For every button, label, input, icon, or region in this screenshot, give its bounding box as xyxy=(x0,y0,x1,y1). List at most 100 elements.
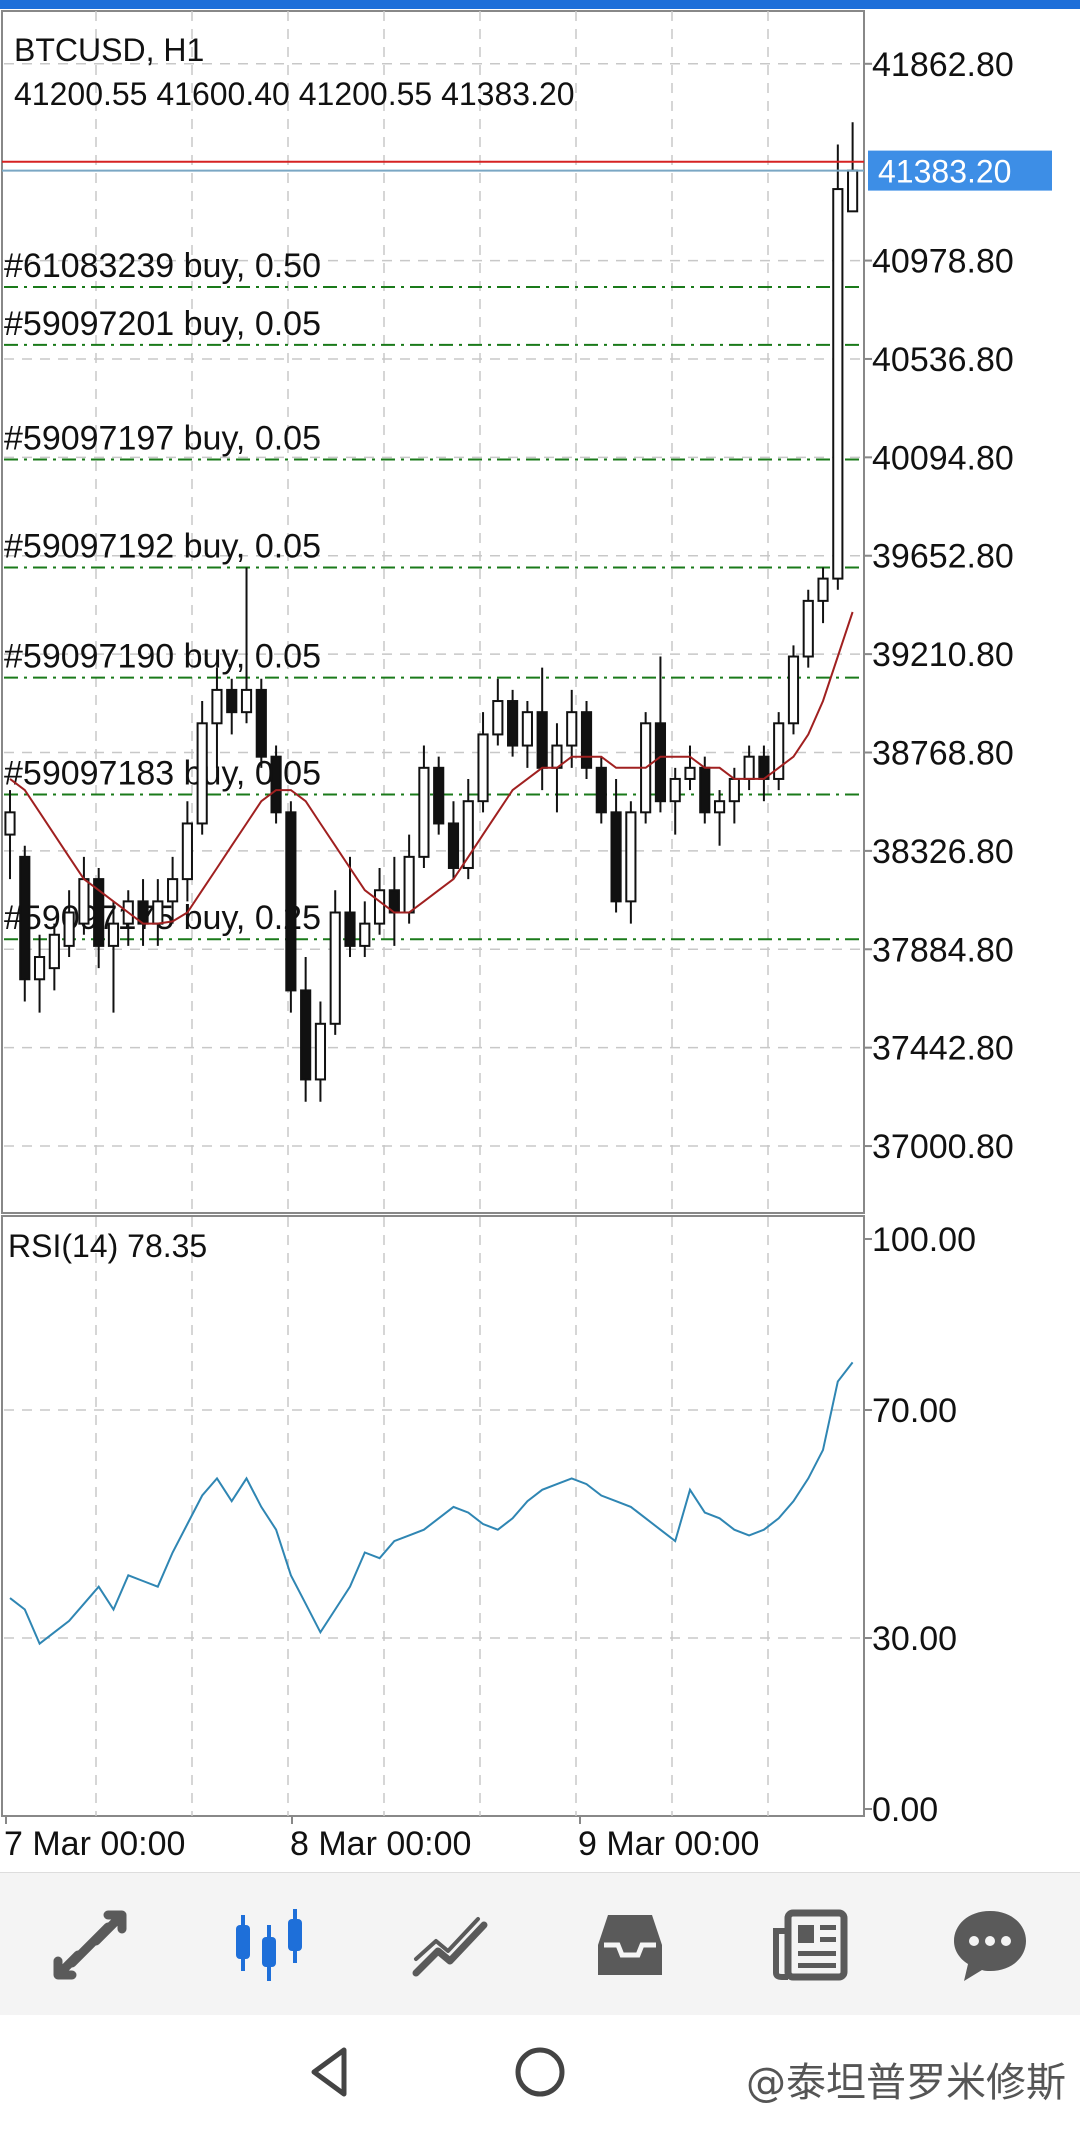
time-tick-label: 8 Mar 00:00 xyxy=(290,1825,471,1863)
candle-body xyxy=(167,878,179,903)
candle-body xyxy=(93,878,105,947)
candle-body xyxy=(314,1022,327,1081)
chart-icon xyxy=(236,1908,302,1981)
candle-body xyxy=(773,722,785,780)
candle-body xyxy=(832,188,844,580)
order-label: #59097192 buy, 0.05 xyxy=(4,527,321,565)
price-tick-label: 40978.80 xyxy=(872,243,1014,281)
price-tick-label: 38326.80 xyxy=(872,833,1014,871)
candle-body xyxy=(181,822,193,881)
price-tick-label: 39652.80 xyxy=(872,538,1014,576)
candle-body xyxy=(211,688,223,725)
chat-icon xyxy=(954,1910,1026,1981)
candle-body xyxy=(521,711,533,747)
price-axis: 41862.80 40978.80 40536.80 40094.80 39652.80… xyxy=(864,46,1014,1166)
time-axis: 7 Mar 00:00 8 Mar 00:00 9 Mar 00:00 xyxy=(4,1816,759,1863)
status-bar xyxy=(0,0,1080,9)
candle-body xyxy=(595,766,607,814)
time-tick-label: 9 Mar 00:00 xyxy=(578,1825,759,1863)
candle-body xyxy=(19,855,31,981)
system-navigation-bar xyxy=(0,2015,1080,2133)
candle-body xyxy=(654,722,667,803)
rsi-line xyxy=(9,1361,854,1646)
price-tick-label: 37000.80 xyxy=(872,1128,1014,1166)
price-tick-label: 37884.80 xyxy=(872,931,1014,969)
tab-history[interactable] xyxy=(540,1873,720,2016)
candle-body xyxy=(373,889,386,925)
candle-body xyxy=(300,989,312,1081)
candle-body xyxy=(226,688,238,714)
symbol-timeframe: BTCUSD, H1 xyxy=(14,32,204,68)
candle-body xyxy=(344,911,356,947)
candle-body xyxy=(403,855,415,914)
order-label: #61083239 buy, 0.50 xyxy=(4,247,321,285)
rsi-axis: 100.00 70.00 30.00 0.00 xyxy=(864,1221,976,1829)
history-icon xyxy=(598,1914,662,1975)
rsi-tick-label: 0.00 xyxy=(872,1791,938,1829)
price-tick-label: 38768.80 xyxy=(872,735,1014,773)
candle-body xyxy=(817,577,829,602)
price-tick-label: 40094.80 xyxy=(872,439,1014,477)
nav-home-button[interactable] xyxy=(510,2042,570,2107)
candle-body xyxy=(447,822,460,869)
candle-body xyxy=(270,755,282,814)
candle-body xyxy=(240,688,253,714)
rsi-tick-label: 70.00 xyxy=(872,1392,957,1430)
candle-body xyxy=(713,800,726,814)
rsi-pane-border xyxy=(1,1215,865,1817)
candle-body xyxy=(669,777,681,803)
moving-average-line xyxy=(9,611,854,925)
candle-body xyxy=(433,766,445,825)
price-tick-label: 39210.80 xyxy=(872,636,1014,674)
rsi-label: RSI(14) 78.35 xyxy=(8,1228,207,1264)
bottom-tab-bar xyxy=(0,1872,1080,2016)
candle-body xyxy=(418,766,430,858)
candle-body xyxy=(196,722,208,825)
order-label: #59097197 buy, 0.05 xyxy=(4,420,321,458)
tab-trade[interactable] xyxy=(360,1873,540,2016)
candle-body xyxy=(580,711,593,769)
candle-body xyxy=(699,766,711,814)
candle-body xyxy=(4,811,16,836)
rsi-tick-label: 100.00 xyxy=(872,1221,976,1259)
candle-body xyxy=(329,911,341,1025)
tab-chat[interactable] xyxy=(900,1873,1080,2016)
rsi-tick-label: 30.00 xyxy=(872,1620,957,1658)
candle-body xyxy=(33,956,46,981)
watermark: @泰坦普罗米修斯 xyxy=(746,2060,1066,2106)
candles xyxy=(4,122,859,1102)
candle-body xyxy=(477,733,489,803)
tab-news[interactable] xyxy=(720,1873,900,2016)
home-circle-icon xyxy=(515,2047,565,2096)
price-tick-label: 40536.80 xyxy=(872,341,1014,379)
candle-body xyxy=(847,169,859,213)
candle-body xyxy=(787,655,800,725)
order-label: #59097190 buy, 0.05 xyxy=(4,638,321,676)
candle-body xyxy=(462,800,474,869)
candle-body xyxy=(684,766,696,780)
candle-body xyxy=(255,688,267,758)
candle-body xyxy=(802,599,814,658)
order-label: #59097201 buy, 0.05 xyxy=(4,305,321,343)
candle-body xyxy=(492,700,504,736)
candle-body xyxy=(743,755,755,780)
order-label: #59097183 buy, 0.05 xyxy=(4,755,321,793)
trade-icon xyxy=(412,1916,488,1976)
candle-body xyxy=(566,711,578,747)
time-tick-label: 7 Mar 00:00 xyxy=(4,1825,185,1863)
candle-body xyxy=(728,777,740,803)
candle-body xyxy=(507,700,519,747)
candle-body xyxy=(536,711,548,769)
quotes-icon xyxy=(53,1910,127,1979)
price-tick-label: 41862.80 xyxy=(872,46,1014,84)
candle-body xyxy=(107,922,120,947)
nav-back-button[interactable] xyxy=(300,2042,360,2107)
price-chart[interactable]: #61083239 buy, 0.50 #59097201 buy, 0.05 #5… xyxy=(0,9,1080,1869)
candle-body xyxy=(48,933,60,970)
current-price-label: 41383.20 xyxy=(878,154,1011,190)
tab-chart[interactable] xyxy=(180,1873,360,2016)
candle-body xyxy=(285,811,297,992)
candle-body xyxy=(359,922,371,947)
tab-quotes[interactable] xyxy=(0,1873,180,2016)
candle-body xyxy=(78,878,90,925)
